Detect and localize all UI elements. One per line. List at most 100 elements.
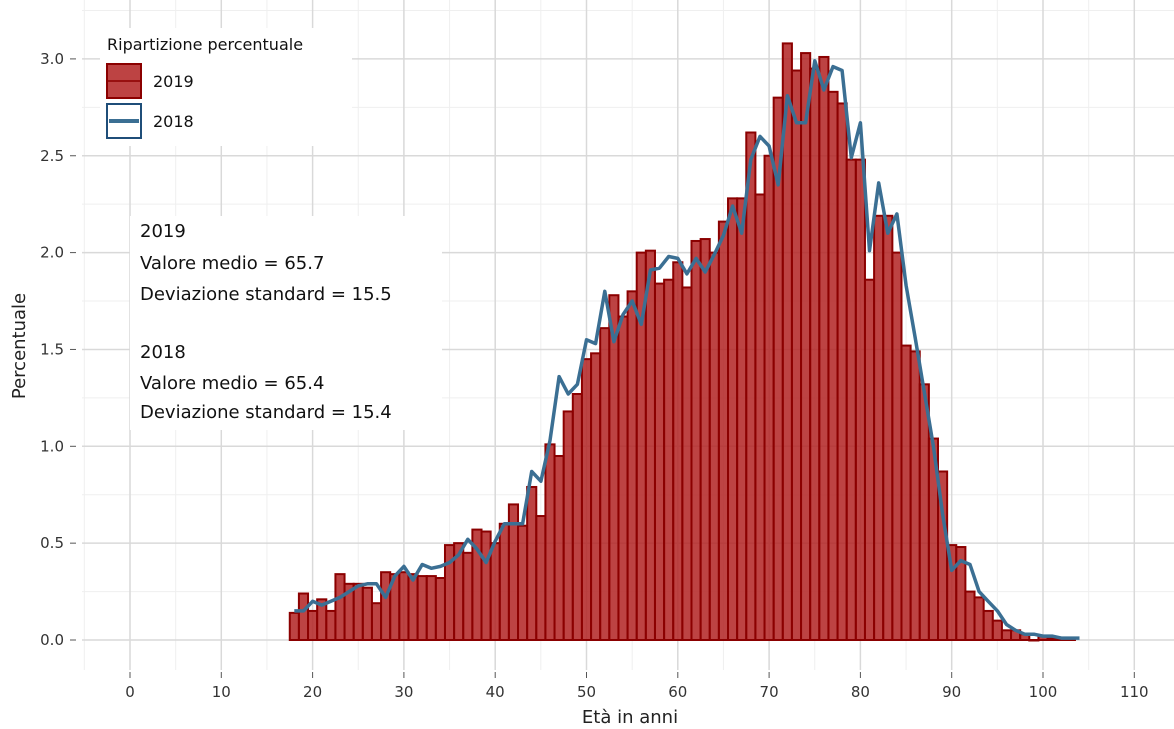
- y-tick-label: 1.0: [40, 437, 64, 455]
- bar-2019: [617, 315, 629, 641]
- bar-2019: [827, 90, 839, 642]
- bar-2019: [717, 220, 730, 641]
- bar-2019: [571, 393, 583, 641]
- bar-2019: [800, 52, 812, 642]
- bar-2019: [836, 102, 848, 642]
- bar-2019: [553, 454, 565, 641]
- bar-2019: [480, 530, 492, 642]
- x-tick-label: 110: [1120, 683, 1149, 701]
- bar-2019: [370, 602, 383, 642]
- x-tick-label: 40: [486, 683, 505, 701]
- y-tick-label: 0.5: [40, 534, 64, 552]
- bar-2019: [498, 522, 510, 642]
- bar-2019: [845, 158, 857, 641]
- x-tick-label: 0: [125, 683, 135, 701]
- bar-2019: [790, 69, 803, 642]
- bar-2019: [854, 158, 866, 641]
- bar-2019: [434, 577, 446, 641]
- bar-2019: [763, 154, 775, 641]
- bar-2019: [517, 524, 529, 641]
- bar-2019: [891, 251, 903, 641]
- bar-2019: [681, 286, 693, 641]
- bar-2019: [526, 485, 538, 641]
- bar-2019: [398, 571, 410, 642]
- bar-2019: [909, 350, 921, 641]
- legend-label-2019: 2019: [153, 72, 194, 91]
- stats-2019-heading: 2019: [140, 221, 186, 242]
- bar-2019: [380, 571, 392, 642]
- line-2018: [294, 59, 1080, 640]
- y-axis-title: Percentuale: [9, 293, 30, 399]
- legend: Ripartizione percentuale 2019 2018: [100, 28, 352, 146]
- bar-2019: [663, 278, 675, 641]
- bar-2019: [608, 294, 620, 641]
- bar-2019: [918, 383, 930, 642]
- bar-2019: [745, 131, 757, 641]
- x-tick-label: 90: [942, 683, 961, 701]
- bar-2019: [416, 575, 428, 641]
- bar-2019: [307, 609, 319, 642]
- stats-2018-heading: 2018: [140, 342, 186, 363]
- y-tick-label: 2.5: [40, 147, 64, 165]
- x-tick-label: 100: [1029, 683, 1058, 701]
- bar-2019: [562, 410, 574, 641]
- bar-2019: [653, 282, 666, 641]
- legend-item-2019: 2019: [106, 63, 194, 99]
- bar-2019: [535, 515, 547, 641]
- bar-2019: [809, 67, 821, 641]
- bar-2019: [334, 573, 346, 642]
- bar-2019: [590, 352, 602, 641]
- x-tick-label: 70: [760, 683, 779, 701]
- stats-annotation: 2019 Valore medio = 65.7 Deviazione stan…: [130, 216, 442, 430]
- stats-2019-mean: Valore medio = 65.7: [140, 253, 324, 274]
- legend-title: Ripartizione percentuale: [107, 35, 303, 54]
- y-tick-label: 0.0: [40, 631, 64, 649]
- bar-2019: [1028, 639, 1040, 642]
- legend-label-2018: 2018: [153, 112, 194, 131]
- stats-2018-sd: Deviazione standard = 15.4: [140, 402, 392, 423]
- x-tick-label: 20: [303, 683, 322, 701]
- bar-2019: [873, 214, 885, 641]
- bar-2019: [462, 551, 474, 642]
- bar-2019: [489, 542, 501, 642]
- bar-2019: [407, 573, 419, 642]
- bar-2019: [599, 327, 611, 641]
- bar-2019: [754, 193, 766, 642]
- bar-2019: [644, 249, 656, 641]
- x-tick-label: 50: [577, 683, 596, 701]
- bar-2019: [544, 443, 556, 641]
- bar-2019: [425, 575, 437, 641]
- bar-2019: [973, 596, 985, 641]
- bar-2019: [361, 586, 373, 641]
- bar-2019: [288, 611, 300, 642]
- x-axis-ticks: 0 10 20 30 40 50 60 70 80 90 100 110: [125, 672, 1149, 701]
- bar-2019: [818, 55, 830, 641]
- stats-2018-mean: Valore medio = 65.4: [140, 373, 324, 394]
- bar-2019: [297, 592, 310, 642]
- y-axis-ticks: 0.0 0.5 1.0 1.5 2.0 2.5 3.0: [40, 50, 76, 649]
- y-tick-label: 3.0: [40, 50, 64, 68]
- bar-2019: [991, 619, 1003, 642]
- bar-2019: [626, 290, 638, 641]
- x-tick-label: 80: [851, 683, 870, 701]
- bar-2019: [1000, 629, 1013, 642]
- bar-2019: [863, 278, 876, 641]
- x-axis-title: Età in anni: [582, 707, 678, 728]
- bar-2019: [352, 582, 364, 642]
- x-tick-label: 30: [394, 683, 413, 701]
- y-tick-label: 1.5: [40, 340, 64, 358]
- bar-2019: [882, 214, 894, 641]
- bars-2019: [288, 42, 1076, 642]
- bar-2019: [727, 197, 739, 641]
- y-tick-label: 2.0: [40, 244, 64, 262]
- legend-item-2018: 2018: [106, 103, 194, 139]
- bar-2019: [964, 590, 976, 642]
- bar-2019: [708, 251, 720, 641]
- bar-2019: [736, 197, 748, 641]
- x-tick-label: 60: [668, 683, 687, 701]
- bar-2019: [580, 358, 593, 641]
- bar-2019: [325, 609, 337, 642]
- x-tick-label: 10: [212, 683, 231, 701]
- bar-2019: [699, 238, 711, 642]
